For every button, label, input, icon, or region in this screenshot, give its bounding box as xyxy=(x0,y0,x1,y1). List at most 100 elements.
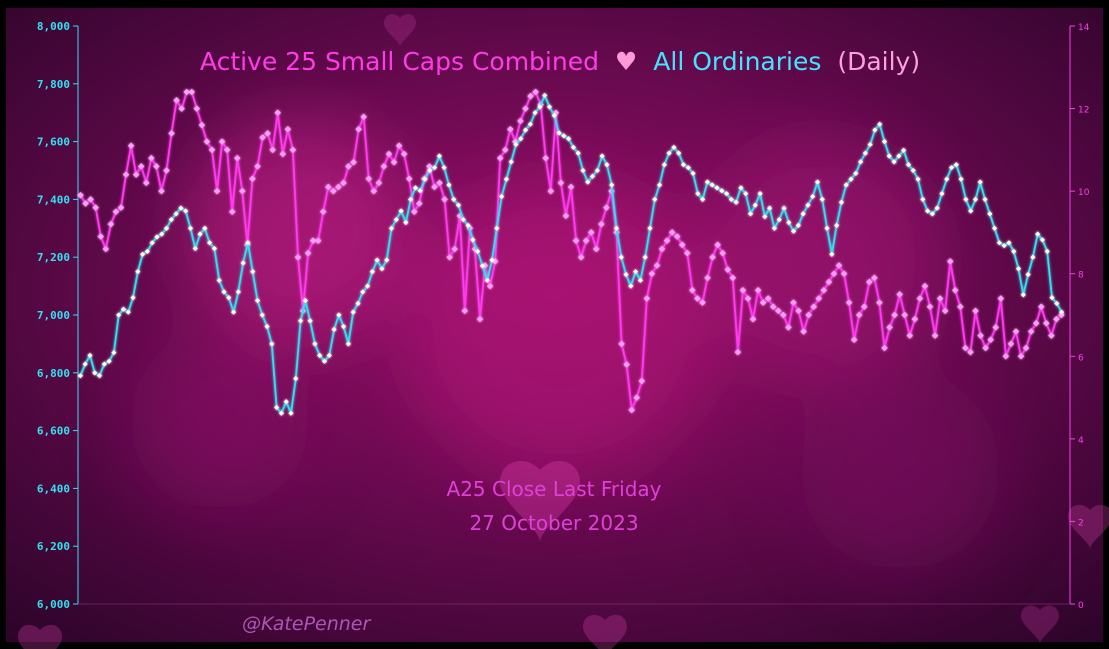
a25-point xyxy=(962,344,969,352)
a25-point xyxy=(678,241,686,249)
a25-point xyxy=(163,167,170,174)
all-ordinaries-point xyxy=(728,196,734,202)
all-ordinaries-point xyxy=(374,257,380,263)
a25-point xyxy=(218,138,226,145)
title-all-ordinaries: All Ordinaries xyxy=(653,47,821,76)
all-ordinaries-point xyxy=(733,199,739,205)
a25-point xyxy=(729,274,737,282)
all-ordinaries-point xyxy=(235,289,241,295)
a25-point xyxy=(436,179,443,187)
all-ordinaries-point xyxy=(388,225,395,231)
a25-point xyxy=(997,295,1005,302)
all-ordinaries-point xyxy=(331,326,337,332)
heart-icon xyxy=(18,624,62,649)
a25-point xyxy=(992,324,999,331)
a25-point xyxy=(522,105,529,112)
all-ordinaries-point xyxy=(934,205,940,211)
a25-point xyxy=(314,237,322,244)
all-ordinaries-point xyxy=(178,205,184,211)
all-ordinaries-point xyxy=(939,191,945,197)
a25-point xyxy=(193,105,201,112)
all-ordinaries-point xyxy=(1054,300,1060,306)
a25-point xyxy=(936,295,944,302)
all-ordinaries-point xyxy=(96,373,103,379)
left-tick-label: 8,000 xyxy=(37,20,70,33)
annotation-line-2: 27 October 2023 xyxy=(469,511,638,535)
a25-point xyxy=(663,237,671,244)
a25-point xyxy=(122,171,130,178)
all-ordinaries-point xyxy=(953,162,959,168)
a25-point xyxy=(441,196,448,203)
a25-point xyxy=(845,299,853,306)
a25-point xyxy=(365,175,372,183)
a25-point xyxy=(800,328,807,335)
all-ordinaries-point xyxy=(436,153,442,159)
axes: 6,000 6,200 6,400 6,600 6,800 7,000 7,200 7,400… xyxy=(37,20,1090,611)
a25-point xyxy=(294,253,302,261)
a25-point xyxy=(598,220,605,228)
all-ordinaries-point xyxy=(1035,231,1041,237)
all-ordinaries-point xyxy=(829,251,835,257)
a25-point xyxy=(835,262,843,269)
all-ordinaries-point xyxy=(159,231,165,237)
a25-point xyxy=(952,286,959,294)
a25-point xyxy=(977,332,984,339)
all-ordinaries-point xyxy=(106,358,112,364)
right-tick-label: 2 xyxy=(1078,518,1084,528)
all-ordinaries-point xyxy=(494,225,500,231)
all-ordinaries-point xyxy=(1030,254,1036,260)
a25-point xyxy=(744,295,752,302)
all-ordinaries-point xyxy=(633,269,639,275)
a25-point xyxy=(416,200,423,207)
all-ordinaries-point xyxy=(810,193,816,200)
all-ordinaries-point xyxy=(164,225,170,231)
a25-point xyxy=(795,307,802,315)
all-ordinaries-point xyxy=(350,309,356,315)
a25-point xyxy=(325,183,332,191)
a25-point xyxy=(673,233,681,240)
all-ordinaries-point xyxy=(278,410,284,416)
all-ordinaries-point xyxy=(484,277,490,283)
all-ordinaries-point xyxy=(920,196,926,202)
all-ordinaries-point xyxy=(197,231,203,237)
all-ordinaries-point xyxy=(231,309,237,315)
all-ordinaries-point xyxy=(556,130,562,136)
all-ordinaries-point xyxy=(82,361,88,367)
a25-point xyxy=(289,146,297,154)
a25-point xyxy=(658,245,666,253)
a25-point xyxy=(350,158,357,166)
right-tick-label: 8 xyxy=(1078,271,1084,281)
a25-point xyxy=(901,311,908,319)
a25-point xyxy=(137,163,145,170)
a25-point xyxy=(861,303,868,310)
a25-point xyxy=(946,258,954,265)
all-ordinaries-point xyxy=(202,225,208,231)
all-ordinaries-point xyxy=(216,277,222,283)
a25-point xyxy=(876,299,883,306)
a25-point xyxy=(805,311,812,319)
all-ordinaries-point xyxy=(168,217,174,223)
a25-point xyxy=(886,324,893,331)
a25-point xyxy=(764,295,772,302)
a25-point xyxy=(395,142,403,149)
all-ordinaries-point xyxy=(465,222,471,228)
watermark: @KatePenner xyxy=(242,613,371,635)
background-bokeh xyxy=(130,120,1000,570)
all-ordinaries-point xyxy=(1049,295,1055,301)
all-ordinaries-point xyxy=(393,217,399,223)
a25-point xyxy=(689,286,696,294)
a25-point xyxy=(355,125,362,133)
all-ordinaries-point xyxy=(288,410,294,416)
a25-point xyxy=(866,278,873,286)
all-ordinaries-point xyxy=(441,165,447,171)
a25-point xyxy=(653,262,661,269)
all-ordinaries-point xyxy=(470,237,476,243)
a25-point xyxy=(92,204,99,211)
all-ordinaries-point xyxy=(211,245,217,252)
a25-point xyxy=(476,315,484,323)
a25-point xyxy=(486,282,494,290)
all-ordinaries-point xyxy=(743,191,749,197)
all-ordinaries-point xyxy=(652,196,658,202)
a25-point xyxy=(790,299,797,306)
left-tick-label: 7,800 xyxy=(37,78,70,91)
